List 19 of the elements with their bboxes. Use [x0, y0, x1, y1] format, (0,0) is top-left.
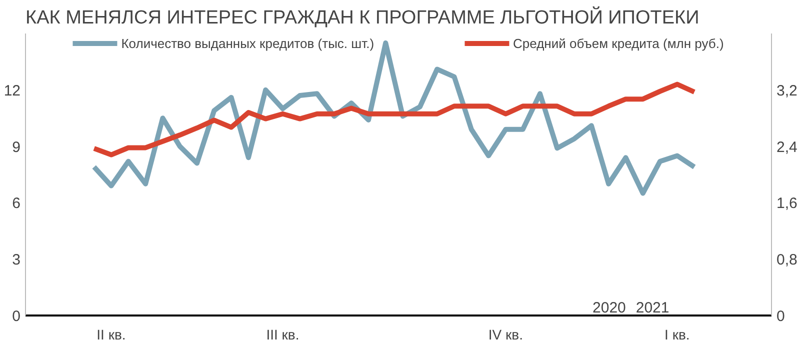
y2-tick-label: 1,6 [776, 195, 798, 212]
y-tick-label: 9 [12, 138, 20, 156]
legend-label: Средний объем кредита (млн руб.) [513, 36, 724, 50]
legend-label: Количество выданных кредитов (тыс. шт.) [121, 36, 374, 50]
x-tick-label: IV кв. [488, 326, 523, 342]
y2-tick-label: 3,2 [776, 82, 798, 100]
y-tick-label: 0 [12, 308, 20, 325]
y-tick-label: 12 [4, 82, 21, 100]
annotation: 2020 [592, 300, 626, 316]
x-tick-label: III кв. [266, 326, 300, 342]
chart-title: КАК МЕНЯЛСЯ ИНТЕРЕС ГРАЖДАН К ПРОГРАММЕ ЛЬГОТНОЙ ИПОТЕКИ [26, 6, 700, 28]
y2-tick-label: 0 [776, 308, 785, 325]
x-tick-label: I кв. [664, 326, 690, 342]
x-tick-label: II кв. [96, 326, 126, 342]
y-tick-label: 3 [12, 252, 20, 269]
y2-tick-label: 2,4 [776, 138, 798, 156]
y-tick-label: 6 [12, 195, 20, 212]
annotation: 2021 [636, 300, 670, 316]
y2-tick-label: 0,8 [776, 252, 798, 269]
